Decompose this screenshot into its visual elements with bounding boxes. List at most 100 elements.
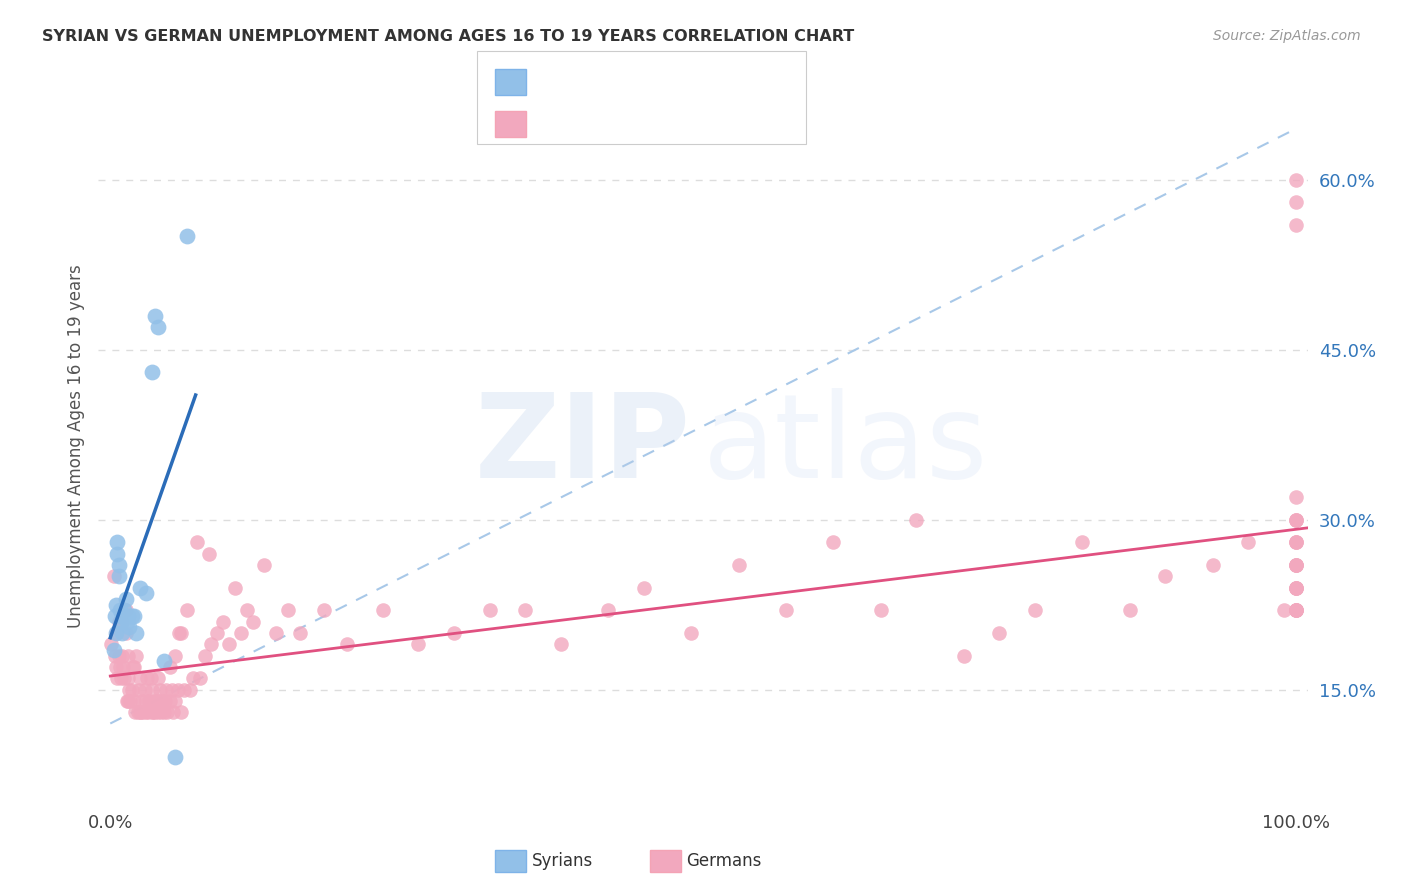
- Point: [118, 620, 141, 634]
- Point: [194, 648, 217, 663]
- Point: [1202, 558, 1225, 572]
- Point: [775, 603, 797, 617]
- Point: [145, 694, 167, 708]
- Point: [235, 603, 257, 617]
- Point: [152, 705, 174, 719]
- Point: [135, 705, 157, 719]
- Text: SYRIAN VS GERMAN UNEMPLOYMENT AMONG AGES 16 TO 19 YEARS CORRELATION CHART: SYRIAN VS GERMAN UNEMPLOYMENT AMONG AGES…: [42, 29, 855, 44]
- Point: [277, 603, 299, 617]
- Point: [131, 694, 153, 708]
- Text: 146: 146: [703, 116, 738, 134]
- Point: [107, 648, 129, 663]
- Point: [952, 648, 974, 663]
- Point: [186, 535, 208, 549]
- Point: [146, 671, 169, 685]
- Point: [107, 569, 129, 583]
- Text: ZIP: ZIP: [475, 389, 690, 503]
- Point: [288, 626, 311, 640]
- Point: [111, 615, 134, 629]
- Point: [165, 648, 187, 663]
- Point: [988, 626, 1011, 640]
- Point: [149, 682, 172, 697]
- Text: N =: N =: [658, 71, 695, 89]
- Point: [1285, 558, 1308, 572]
- Point: [103, 569, 125, 583]
- Text: atlas: atlas: [703, 389, 988, 503]
- Point: [242, 615, 264, 629]
- Point: [1024, 603, 1046, 617]
- Point: [443, 626, 465, 640]
- Point: [156, 705, 179, 719]
- Point: [681, 626, 703, 640]
- Point: [108, 603, 131, 617]
- Point: [115, 615, 138, 629]
- Point: [112, 608, 135, 623]
- Point: [1237, 535, 1260, 549]
- Point: [114, 626, 136, 640]
- Point: [166, 682, 188, 697]
- Point: [478, 603, 501, 617]
- Point: [139, 671, 162, 685]
- Point: [159, 694, 181, 708]
- Point: [212, 615, 235, 629]
- Point: [129, 705, 152, 719]
- Point: [124, 705, 146, 719]
- Point: [135, 586, 157, 600]
- Point: [100, 637, 122, 651]
- Point: [153, 694, 176, 708]
- Point: [104, 648, 127, 663]
- Point: [122, 608, 145, 623]
- Text: 0.170: 0.170: [582, 116, 634, 134]
- Point: [1285, 513, 1308, 527]
- Point: [152, 694, 174, 708]
- Point: [138, 694, 160, 708]
- Point: [165, 750, 187, 764]
- Point: [146, 705, 169, 719]
- Point: [1119, 603, 1142, 617]
- Point: [1285, 603, 1308, 617]
- Point: [167, 626, 190, 640]
- Point: [869, 603, 891, 617]
- Point: [633, 581, 655, 595]
- Point: [515, 603, 537, 617]
- Point: [229, 626, 252, 640]
- Point: [118, 682, 141, 697]
- Point: [550, 637, 572, 651]
- Point: [162, 705, 184, 719]
- Point: [1285, 490, 1308, 504]
- Point: [117, 671, 139, 685]
- Point: [165, 694, 187, 708]
- Point: [181, 671, 204, 685]
- Point: [148, 694, 170, 708]
- Point: [134, 682, 156, 697]
- Text: N =: N =: [658, 116, 695, 134]
- Point: [170, 626, 193, 640]
- Point: [150, 705, 173, 719]
- Point: [103, 643, 125, 657]
- Point: [114, 603, 136, 617]
- Point: [727, 558, 749, 572]
- Point: [112, 660, 135, 674]
- Point: [105, 626, 128, 640]
- Point: [1285, 581, 1308, 595]
- Point: [1285, 581, 1308, 595]
- Point: [111, 648, 134, 663]
- Point: [108, 660, 131, 674]
- Point: [224, 581, 246, 595]
- Point: [1272, 603, 1295, 617]
- Point: [190, 671, 212, 685]
- Point: [200, 637, 222, 651]
- Point: [155, 682, 177, 697]
- Point: [1285, 558, 1308, 572]
- Point: [205, 626, 228, 640]
- Point: [110, 671, 132, 685]
- Point: [1285, 603, 1308, 617]
- Text: Syrians: Syrians: [531, 852, 593, 871]
- Point: [114, 591, 136, 606]
- Point: [253, 558, 276, 572]
- Text: 29: 29: [703, 71, 733, 89]
- Point: [129, 705, 152, 719]
- Point: [114, 671, 136, 685]
- Point: [129, 581, 152, 595]
- Point: [1285, 558, 1308, 572]
